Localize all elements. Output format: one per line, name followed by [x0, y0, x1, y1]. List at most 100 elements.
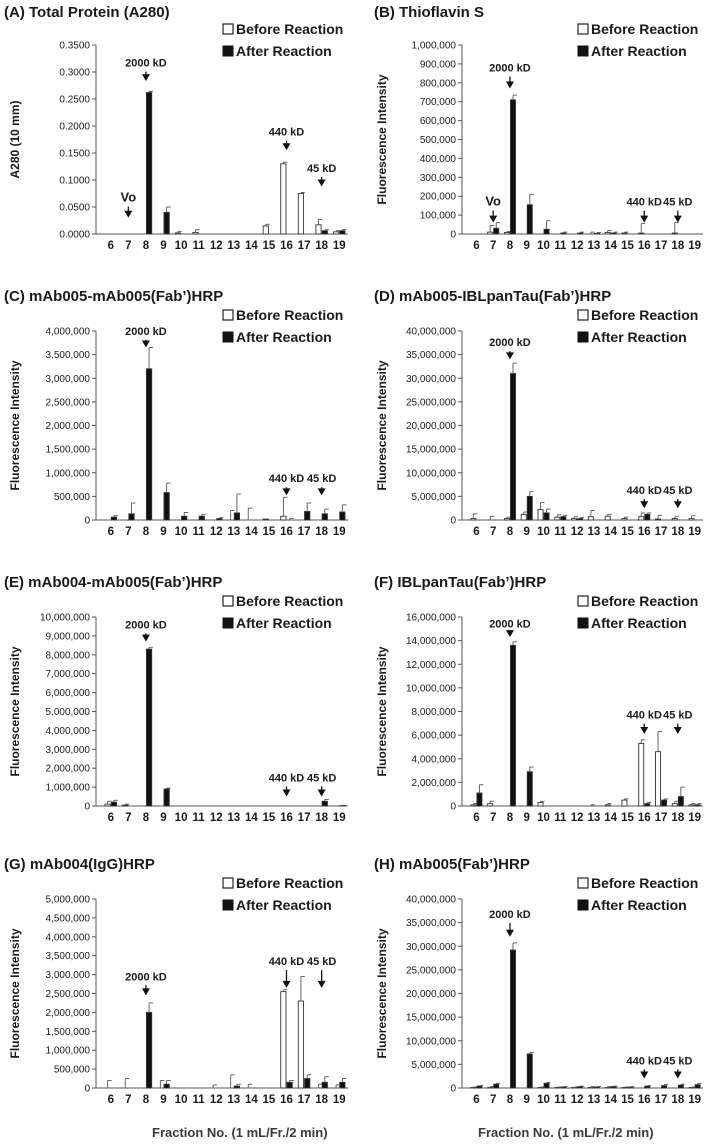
x-tick-label: 16 [638, 1094, 651, 1106]
legend-swatch-after [577, 331, 589, 343]
y-tick-label: 500,000 [420, 135, 457, 146]
bar-before-reaction [470, 518, 477, 521]
x-tick-label: 15 [263, 526, 276, 538]
bar-after-reaction [694, 1084, 701, 1089]
x-tick-label: 9 [524, 1094, 530, 1106]
panel-title: (F) IBLpanTau(Fab’)HRP [374, 574, 546, 591]
x-tick-label: 7 [125, 812, 131, 824]
bar-after-reaction [163, 1083, 170, 1089]
x-tick-label: 12 [571, 526, 584, 538]
bar-after-reaction [510, 644, 516, 807]
bar-after-reaction [677, 1084, 684, 1089]
x-tick-label: 19 [688, 812, 701, 824]
x-tick-label: 8 [507, 526, 514, 538]
bar-after-reaction [321, 513, 328, 521]
bar-after-reaction [560, 516, 567, 521]
x-tick-label: 19 [333, 812, 346, 824]
panel-title: (D) mAb005-IBLpanTau(Fab’)HRP [374, 288, 611, 305]
bar-after-reaction [627, 1086, 634, 1089]
y-tick-label: 2,500,000 [46, 989, 91, 1000]
bar-after-reaction [543, 1082, 550, 1089]
x-tick-label: 11 [554, 526, 567, 538]
x-tick-label: 16 [638, 812, 651, 824]
x-tick-label: 15 [621, 526, 634, 538]
panel-title: (E) mAb004-mAb005(Fab’)HRP [4, 574, 222, 591]
size-marker-label: 440 kD [627, 710, 663, 722]
size-marker-label: 2000 kD [489, 619, 531, 631]
size-marker-label: Vo [121, 190, 137, 205]
x-tick-label: 8 [143, 526, 150, 538]
bar-after-reaction [526, 495, 533, 521]
bar-after-reaction [476, 1085, 483, 1089]
y-tick-label: 0 [450, 230, 456, 241]
legend-label-after: After Reaction [236, 329, 332, 345]
y-tick-label: 20,000,000 [406, 421, 456, 432]
y-axis-label: Fluorescence Intensity [8, 928, 22, 1058]
y-tick-label: 800,000 [420, 78, 457, 89]
bar-after-reaction [321, 1081, 328, 1089]
y-tick-label: 0 [450, 1084, 456, 1095]
y-axis-label: Fluorescence Intensity [375, 928, 389, 1058]
x-tick-label: 17 [655, 812, 668, 824]
legend-label-after: After Reaction [236, 615, 332, 631]
legend-swatch-before [577, 309, 589, 321]
size-marker-arrowhead [505, 81, 514, 89]
size-marker-label: 45 kD [663, 710, 692, 722]
bar-before-reaction [503, 518, 510, 521]
y-tick-label: 900,000 [420, 59, 457, 70]
size-marker-label: 440 kD [627, 1055, 663, 1067]
bar-before-reaction [487, 803, 494, 807]
legend-label-before: Before Reaction [591, 593, 698, 609]
y-tick-label: 30,000,000 [406, 374, 456, 385]
x-tick-label: 12 [210, 526, 223, 538]
bar-before-reaction [470, 804, 477, 807]
bar-after-reaction [493, 227, 500, 235]
size-marker-label: 440 kD [269, 473, 305, 485]
chart-panel-F: (F) IBLpanTau(Fab’)HRP Fluorescence Inten… [374, 574, 703, 824]
y-axis-label: Fluorescence Intensity [8, 646, 22, 776]
x-tick-label: 14 [604, 526, 617, 538]
x-tick-label: 13 [587, 526, 600, 538]
size-marker-label: 45 kD [307, 956, 336, 968]
legend-label-before: Before Reaction [591, 307, 698, 323]
legend-swatch-before [577, 23, 589, 35]
bar-before-reaction [621, 518, 628, 521]
x-tick-label: 16 [280, 1094, 293, 1106]
x-tick-label: 14 [604, 1094, 617, 1106]
x-tick-label: 16 [638, 240, 651, 252]
bar-before-reaction [638, 516, 645, 521]
bar-after-reaction [677, 796, 684, 807]
size-marker-arrowhead [640, 1071, 649, 1079]
bar-after-reaction [198, 515, 205, 521]
bar-before-reaction [604, 515, 611, 521]
size-marker-arrowhead [505, 352, 514, 360]
x-tick-label: 16 [280, 526, 293, 538]
bar-before-reaction [571, 518, 578, 521]
x-tick-label: 18 [315, 812, 328, 824]
y-tick-label: 8,000,000 [412, 707, 457, 718]
x-tick-label: 7 [490, 812, 496, 824]
x-tick-label: 13 [587, 812, 600, 824]
y-tick-label: 0.1500 [59, 149, 90, 160]
bar-before-reaction [104, 803, 111, 807]
size-marker-label: 45 kD [663, 197, 692, 209]
bar-after-reaction [543, 228, 550, 235]
legend-label-before: Before Reaction [591, 875, 698, 891]
size-marker-label: 2000 kD [125, 971, 167, 983]
y-tick-label: 9,000,000 [46, 631, 91, 642]
x-tick-label: 6 [108, 1094, 114, 1106]
bar-before-reaction [280, 163, 287, 235]
size-marker-arrowhead [640, 501, 649, 509]
y-tick-label: 5,000,000 [46, 895, 91, 906]
x-tick-label: 9 [524, 240, 530, 252]
x-tick-label: 6 [108, 812, 114, 824]
size-marker-label: 45 kD [307, 473, 336, 485]
size-marker-label: 2000 kD [489, 909, 531, 921]
y-tick-label: 2,000,000 [46, 1008, 91, 1019]
y-tick-label: 200,000 [420, 192, 457, 203]
bar-after-reaction [526, 204, 533, 235]
bar-after-reaction [163, 492, 170, 521]
x-tick-label: 9 [160, 1094, 166, 1106]
y-tick-label: 35,000,000 [406, 918, 456, 929]
size-marker-arrowhead [124, 210, 133, 218]
